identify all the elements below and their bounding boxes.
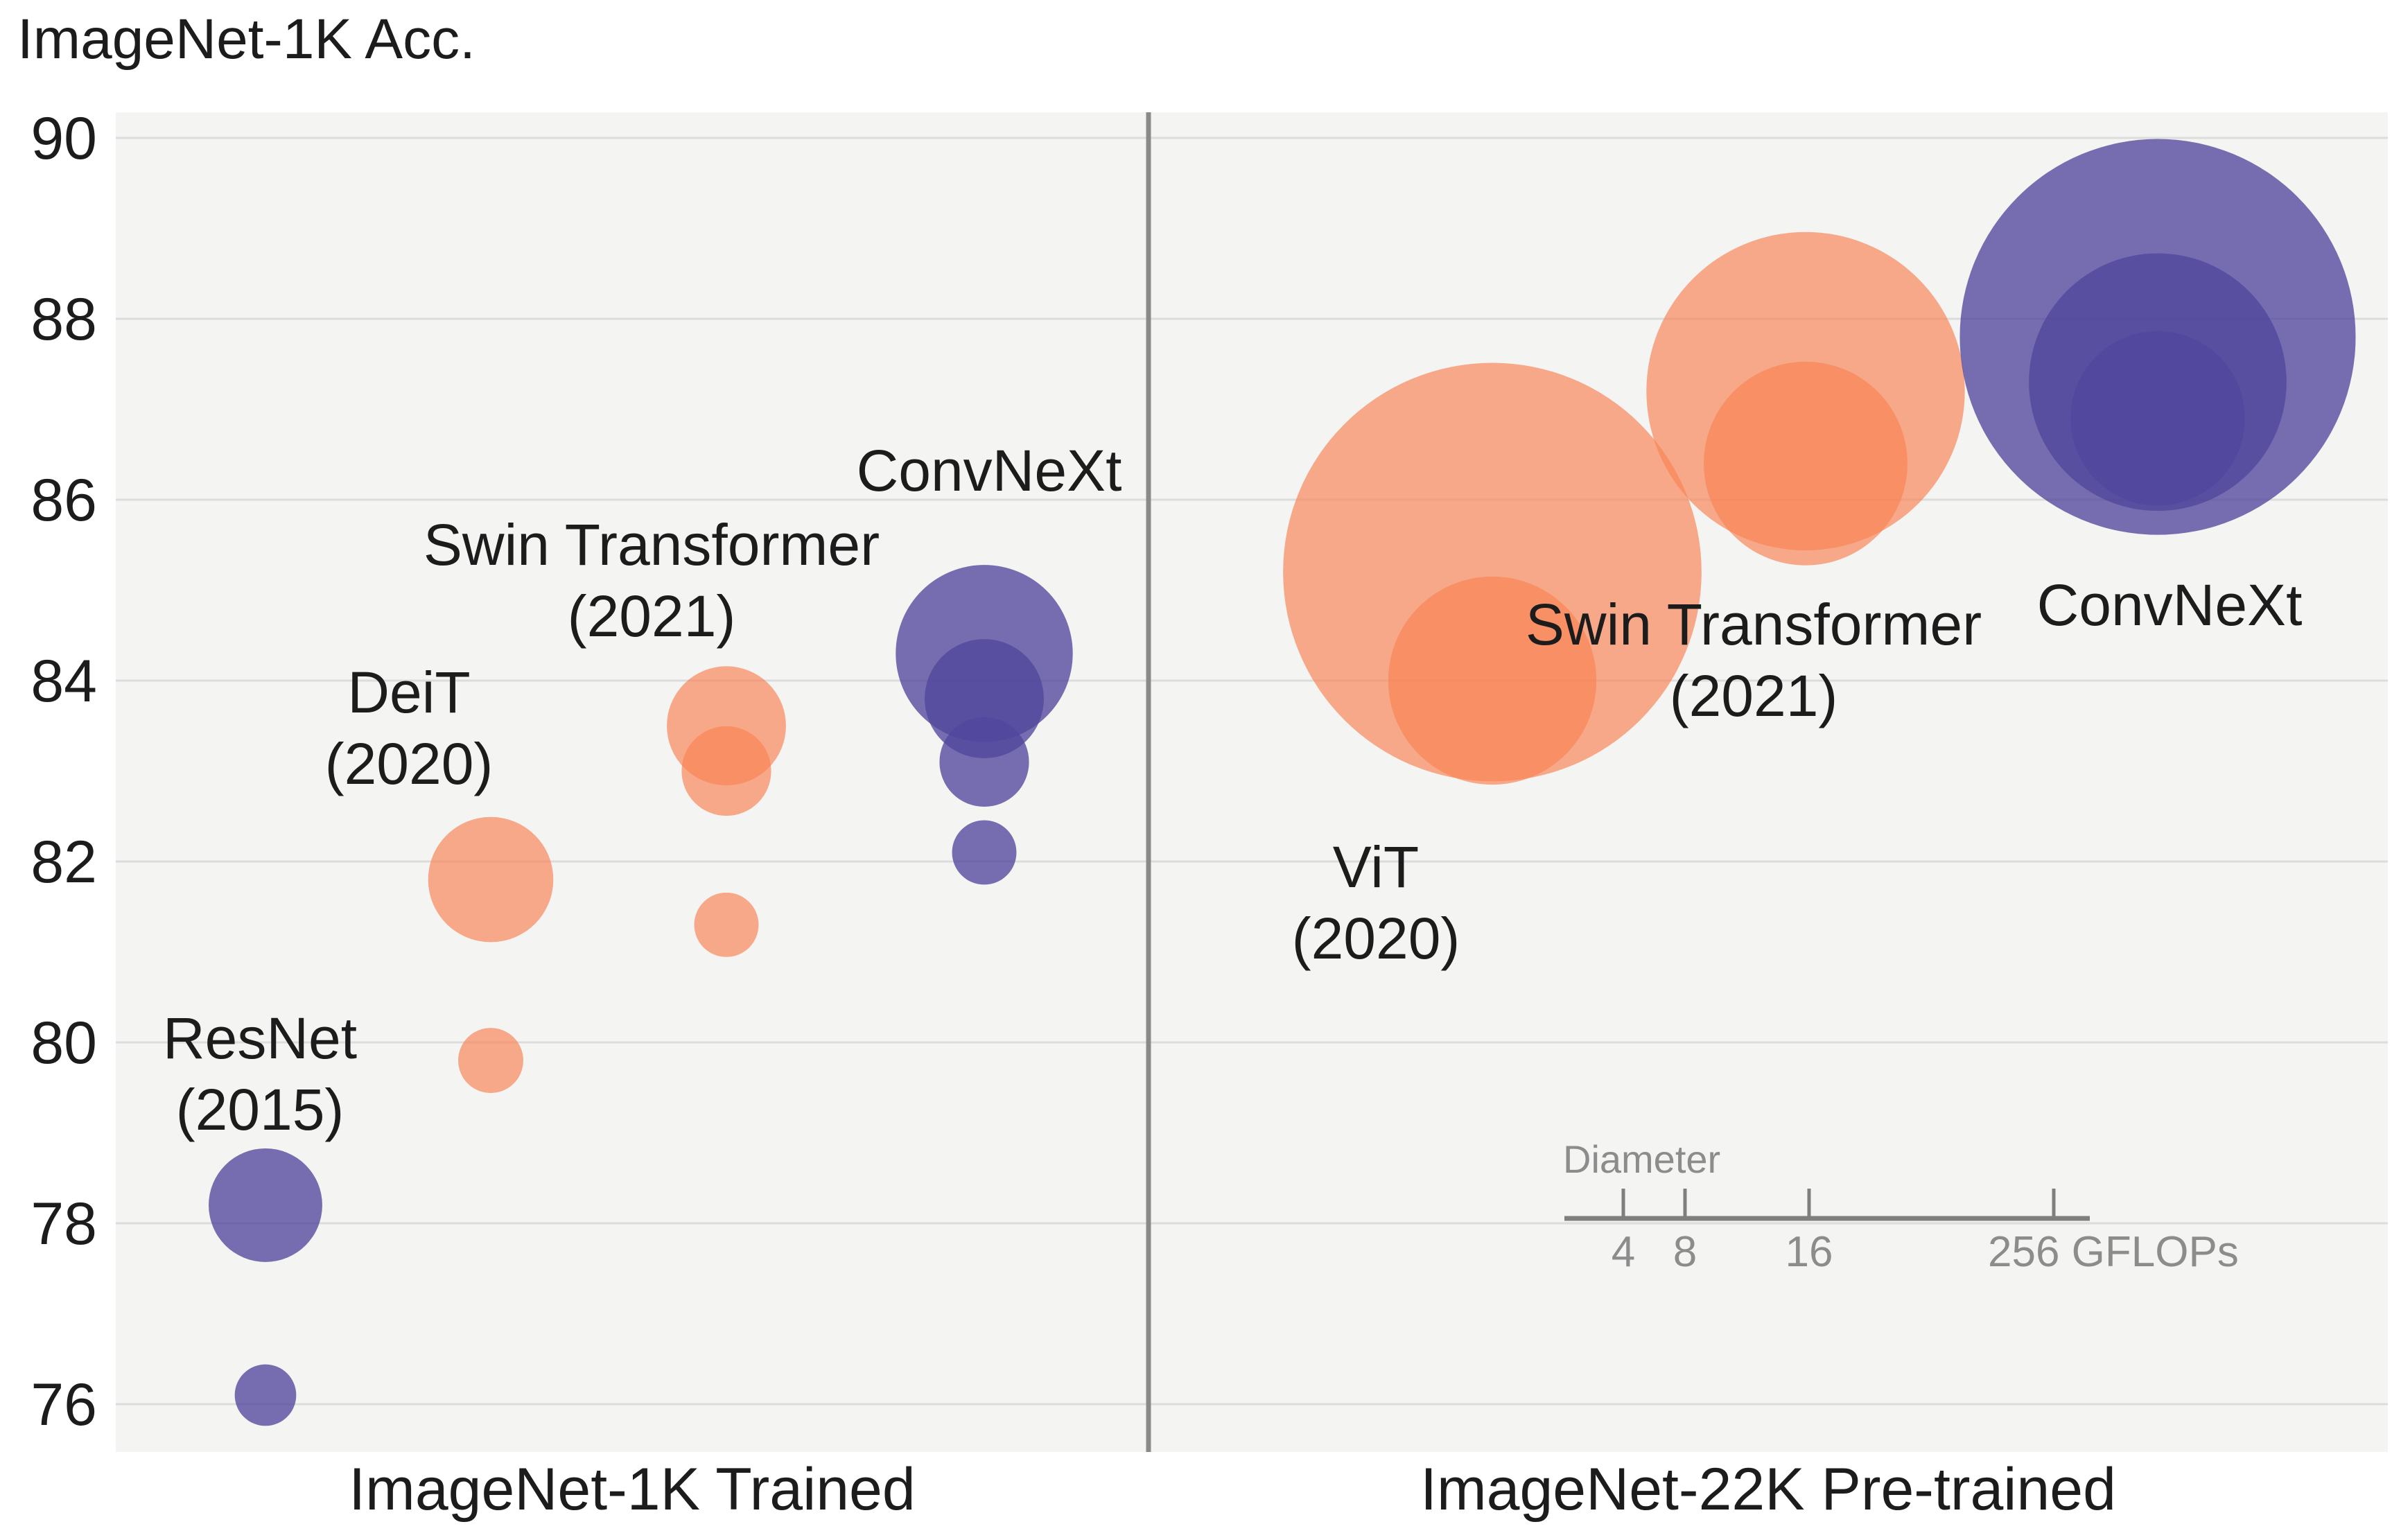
legend-tick-label-8: 8 <box>1673 1228 1697 1276</box>
bubble-vit-85.2 <box>1283 362 1702 782</box>
bubble-convnext-86.9 <box>2070 331 2245 506</box>
chart-title: ImageNet-1K Acc. <box>17 8 475 71</box>
bubble-swin-transformer-81.3 <box>694 892 759 957</box>
label-convnext: ConvNeXt <box>857 438 1122 503</box>
y-tick-label-88: 88 <box>30 286 97 353</box>
legend-title: Diameter <box>1563 1137 1720 1181</box>
x-axis-caption-imagenet-1k-trained: ImageNet-1K Trained <box>349 1456 915 1523</box>
label-resnet-year: (2015) <box>176 1077 344 1142</box>
y-tick-label-90: 90 <box>30 105 97 172</box>
y-tick-label-84: 84 <box>30 648 97 715</box>
y-tick-label-86: 86 <box>30 467 97 534</box>
bubble-convnext-83.8 <box>925 639 1044 759</box>
y-tick-label-80: 80 <box>30 1010 97 1076</box>
label-vit-year: (2020) <box>1292 906 1460 971</box>
x-axis-caption-imagenet-22k-pre-trained: ImageNet-22K Pre-trained <box>1420 1456 2116 1523</box>
bubble-convnext-83.1 <box>939 717 1029 807</box>
legend-tick-label-16: 16 <box>1786 1228 1833 1276</box>
legend-tick-label-256-gflops: 256 GFLOPs <box>1988 1228 2239 1276</box>
bubble-resnet-76.1 <box>234 1364 297 1426</box>
bubble-resnet-78.2 <box>209 1148 322 1262</box>
legend-tick-label-4: 4 <box>1612 1228 1635 1276</box>
bubble-vit-84 <box>1388 576 1597 785</box>
label-convnext: ConvNeXt <box>2037 572 2303 638</box>
bubble-deit-79.8 <box>458 1028 523 1094</box>
label-swin-transformer: Swin Transformer <box>424 512 880 577</box>
bubble-swin-transformer-83 <box>681 726 771 816</box>
bubble-deit-81.8 <box>428 816 554 943</box>
label-deit: DeiT <box>347 660 470 725</box>
label-swin-transformer-year: (2021) <box>1670 663 1838 728</box>
label-vit: ViT <box>1333 834 1419 900</box>
label-swin-transformer-year: (2021) <box>568 584 736 649</box>
y-tick-label-82: 82 <box>30 829 97 895</box>
bubble-convnext-82.1 <box>952 820 1017 885</box>
label-resnet: ResNet <box>163 1006 357 1071</box>
label-swin-transformer: Swin Transformer <box>1526 592 1982 657</box>
bubble-swin-transformer-86.4 <box>1704 361 1908 566</box>
y-tick-label-76: 76 <box>30 1372 97 1438</box>
y-tick-label-78: 78 <box>30 1191 97 1257</box>
label-deit-year: (2020) <box>325 731 494 796</box>
